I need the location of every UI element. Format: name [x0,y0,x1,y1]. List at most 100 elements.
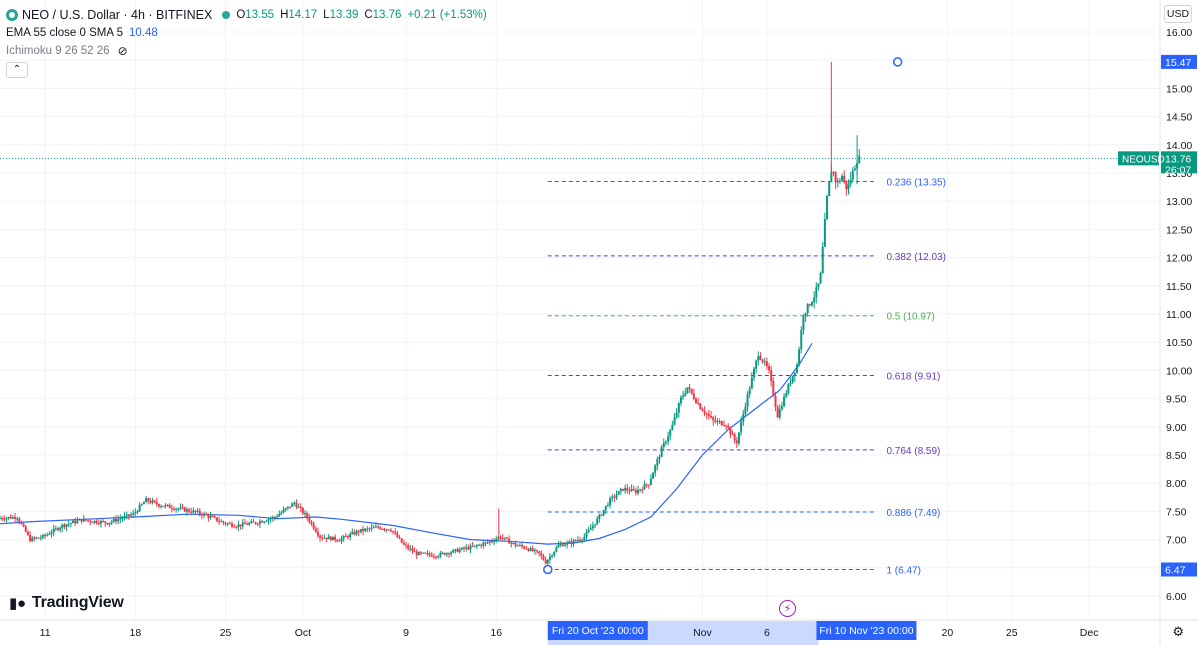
candle-body [37,537,40,539]
candle-body [514,543,517,546]
candle-body [722,425,725,427]
candle-body [422,552,425,554]
price-tick-label: 8.00 [1166,478,1187,490]
candle-body [793,372,796,377]
candle-body [82,518,85,522]
candle-body [336,540,339,542]
candle-body [293,502,296,504]
candle-body [119,518,122,520]
candle-body [643,484,646,490]
candle-body [600,514,603,516]
price-tick-label: 11.00 [1166,309,1192,321]
candle-body [634,490,637,494]
candle-body [319,535,322,538]
candle-body [153,500,156,502]
ichimoku-indicator-row[interactable]: Ichimoku 9 26 52 26 ⊘ [6,42,493,60]
candle-body [239,524,242,527]
collapse-legend-button[interactable]: ⌃ [6,62,28,78]
hidden-eye-icon[interactable]: ⊘ [117,44,128,58]
candle-body [22,523,25,527]
candle-body [832,172,835,174]
tradingview-logo-text: TradingView [31,594,124,611]
candle-body [544,559,547,564]
price-tick-label: 13.00 [1166,196,1192,208]
fib-low-price-tag-text: 6.47 [1165,564,1186,576]
candle-body [585,532,588,537]
candle-body [301,508,304,514]
candle-body [243,522,246,524]
candle-body [228,523,231,525]
candle-body [619,488,622,492]
candle-body [306,513,309,518]
candle-body [789,382,792,385]
candle-body [95,520,98,524]
candle-body [559,544,562,546]
candle-body [598,514,601,519]
candle-body [87,520,90,522]
candle-body [432,556,435,558]
candle-body [677,403,680,413]
candle-body [819,272,822,284]
candle-body [50,532,53,535]
candle-body [465,547,468,549]
start-date-tag: Fri 20 Oct '23 00:00 [552,625,644,637]
candle-body [795,364,798,373]
candle-body [570,541,573,544]
price-tick-label: 9.00 [1166,422,1187,434]
market-status-icon [222,11,231,19]
candle-body [780,406,783,410]
candle-body [323,537,326,539]
candle-body [785,393,788,397]
symbol-title[interactable]: NEO / U.S. Dollar · 4h · BITFINEX [22,8,213,22]
candle-body [776,406,779,418]
candle-body [447,553,450,555]
settings-gear-icon[interactable]: ⚙ [1172,624,1184,639]
candle-body [123,515,126,519]
candle-body [594,524,597,526]
candle-body [652,472,655,479]
candle-body [91,521,94,523]
tradingview-logo[interactable]: ▮● TradingView [9,594,124,612]
candle-body [231,523,233,527]
candle-body [456,549,459,552]
fib-high-price-tag-bg [1161,54,1197,69]
candle-body [381,528,384,530]
event-lightning-icon[interactable]: ⚡ [779,600,796,617]
candle-body [800,330,803,350]
candle-body [254,522,257,524]
candle-body [493,541,496,543]
candle-body [656,459,659,466]
price-tick-label: 8.50 [1166,450,1187,462]
candle-body [658,456,661,460]
candle-body [106,523,109,525]
candle-body [536,550,539,552]
candle-body [649,478,652,485]
ema-indicator-row[interactable]: EMA 55 close 0 SMA 5 10.48 [6,24,493,42]
candle-body [426,553,429,555]
candle-body [463,547,465,549]
candle-body [413,551,416,553]
candle-body [583,536,586,540]
candle-body [475,545,478,547]
candle-body [626,488,629,491]
candle-body [61,524,64,528]
candle-body [742,413,745,422]
candle-body [450,552,453,555]
candle-body [357,530,360,533]
candle-body [276,516,279,518]
candle-body [65,524,68,527]
candle-body [815,287,818,298]
candle-body [660,447,663,457]
candle-body [377,526,380,528]
candle-body [7,516,10,519]
candle-body [548,556,551,560]
candle-body [611,496,614,499]
candle-body [566,542,569,545]
currency-button[interactable]: USD [1164,5,1192,23]
candle-body [746,394,749,407]
symbol-tag-text: NEOUSD [1122,154,1165,165]
price-tick-label: 15.00 [1166,83,1192,95]
candle-body [121,518,124,520]
price-tick-label: 9.50 [1166,394,1187,406]
